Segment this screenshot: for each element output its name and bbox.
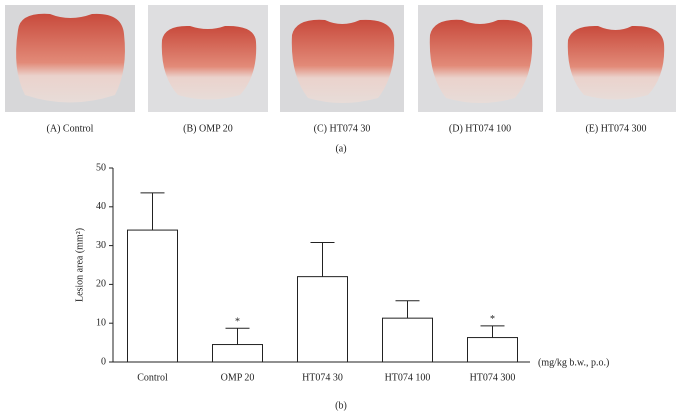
panel-caption: (a) [335,143,346,154]
y-tick-label: 30 [96,240,106,251]
x-tick-label: HT074 100 [385,372,431,383]
y-tick-label: 50 [96,162,106,173]
photo-label: (B) OMP 20 [183,123,233,134]
x-tick-label: OMP 20 [221,372,255,383]
x-unit-label: (mg/kg b.w., p.o.) [538,357,609,368]
photo-label: (E) HT074 300 [585,123,646,134]
photo-label: (C) HT074 30 [314,123,371,134]
y-tick-label: 0 [101,356,106,367]
panel-caption: (b) [335,400,347,411]
y-tick-label: 10 [96,317,106,328]
x-tick-label: HT074 30 [302,372,343,383]
bar [212,344,263,363]
photo [148,5,268,112]
bar [297,276,348,363]
bar [382,317,433,363]
significance-mark: * [235,317,240,328]
photo-label: (D) HT074 100 [449,123,511,134]
x-tick-label: Control [137,372,168,383]
photo [280,5,404,112]
y-tick-label: 20 [96,279,106,290]
photo-label: (A) Control [47,123,94,134]
photo [418,5,543,112]
photos [5,5,676,112]
photo [556,5,676,112]
significance-mark: * [490,314,495,325]
y-tick-label: 40 [96,201,106,212]
bar [127,229,178,363]
x-tick-label: HT074 300 [470,372,516,383]
bar [467,337,518,363]
photo [5,5,135,112]
y-axis-label: Lesion area (mm²) [74,228,85,302]
